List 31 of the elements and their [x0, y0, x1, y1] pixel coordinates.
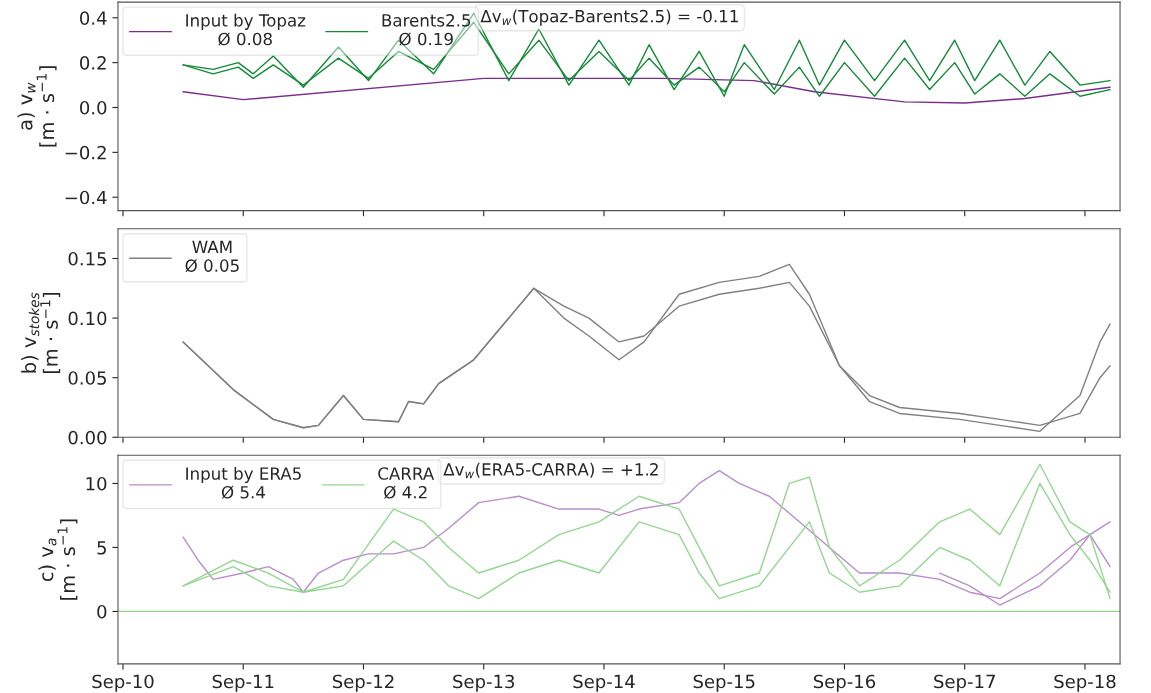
y-tick-label: −0.4: [65, 190, 107, 205]
y-tick-label: 0.4: [80, 11, 107, 25]
y-tick-label: 0.00: [68, 430, 107, 445]
legend-label: Input by Topaz Ø 0.08: [186, 13, 306, 46]
y-tick-label: 0.05: [68, 371, 106, 385]
y-tick-label: 10: [86, 476, 107, 491]
x-tick-label: Sep-10: [92, 674, 154, 692]
y-tick-label: 5: [97, 541, 106, 555]
y-tick-label: 0.10: [68, 311, 107, 326]
x-tick-label: Sep-12: [332, 674, 394, 692]
x-tick-label: Sep-15: [693, 674, 755, 692]
y-axis-title: a) v$_{w}$ [m · s$^{−1}$]: [17, 66, 57, 147]
legend-label: WAM Ø 0.05: [185, 240, 239, 273]
annotation: Δv$_{w}$(Topaz-Barents2.5) = -0.11: [480, 9, 738, 26]
y-axis-title: c) v$_{a}$ [m · s$^{−1}$]: [38, 519, 78, 600]
annotation: Δv$_{w}$(ERA5-CARRA) = +1.2: [443, 462, 658, 479]
x-tick-label: Sep-16: [813, 674, 876, 692]
legend-label: Input by ERA5 Ø 5.4: [186, 466, 301, 499]
x-tick-label: Sep-11: [212, 674, 274, 692]
y-tick-label: 0.0: [80, 100, 107, 115]
legend-label: CARRA Ø 4.2: [378, 467, 435, 499]
y-axis-title: b) v$_{stokes}$ [m · s$^{−1}$]: [21, 292, 61, 374]
x-tick-label: Sep-14: [573, 674, 635, 692]
x-tick-label: Sep-13: [453, 674, 515, 692]
legend-label: Barents2.5 Ø 0.19: [382, 14, 471, 46]
y-tick-label: 0.15: [68, 251, 106, 266]
y-tick-label: 0: [97, 604, 107, 619]
x-tick-label: Sep-18: [1054, 674, 1116, 692]
y-tick-label: −0.2: [65, 145, 106, 160]
x-tick-label: Sep-17: [934, 674, 995, 692]
y-tick-label: 0.2: [80, 56, 106, 70]
